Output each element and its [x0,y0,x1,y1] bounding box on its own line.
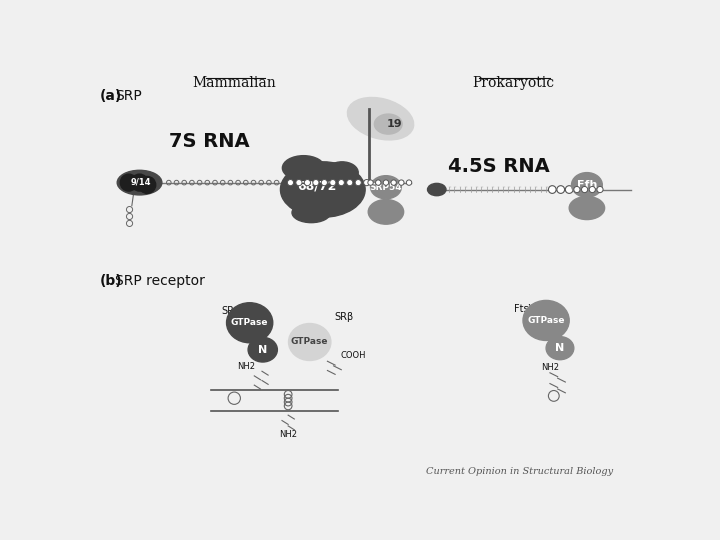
Text: N: N [258,345,267,355]
Text: Current Opinion in Structural Biology: Current Opinion in Structural Biology [426,467,613,476]
Ellipse shape [371,176,401,199]
Circle shape [391,180,396,185]
Ellipse shape [572,173,603,197]
Circle shape [305,179,310,186]
Text: GTPase: GTPase [231,318,269,327]
Text: N: N [555,343,564,353]
Ellipse shape [348,97,414,140]
Text: Mammalian: Mammalian [192,76,276,90]
Text: Prokaryotic: Prokaryotic [473,76,555,90]
Ellipse shape [227,303,273,343]
Text: FtsY: FtsY [514,304,534,314]
Circle shape [574,186,580,193]
Text: SRP54: SRP54 [369,183,402,192]
Text: GTPase: GTPase [291,338,328,347]
Circle shape [338,179,344,186]
Circle shape [597,186,603,193]
Circle shape [565,186,573,193]
Text: 9/14: 9/14 [131,177,151,186]
Circle shape [557,186,564,193]
Ellipse shape [546,336,574,360]
Circle shape [589,186,595,193]
Text: NH2: NH2 [237,362,255,371]
Ellipse shape [248,338,277,362]
Text: COOH: COOH [341,352,366,360]
Text: 7S RNA: 7S RNA [168,132,249,151]
Ellipse shape [281,162,365,217]
Circle shape [406,180,412,185]
Circle shape [355,179,361,186]
Text: Ffh: Ffh [577,180,597,190]
Circle shape [399,180,404,185]
Text: GTPase: GTPase [527,316,565,325]
Text: 4.5S RNA: 4.5S RNA [448,157,549,176]
Circle shape [383,180,389,185]
Circle shape [139,177,156,193]
Circle shape [364,179,370,186]
Ellipse shape [523,300,570,340]
Text: (a): (a) [99,90,122,104]
Ellipse shape [289,323,331,361]
Text: SRP receptor: SRP receptor [115,274,204,288]
Text: NH2: NH2 [279,430,297,439]
Circle shape [131,174,148,191]
Circle shape [582,186,588,193]
Circle shape [296,179,302,186]
Text: 68/72: 68/72 [297,179,336,192]
Ellipse shape [374,114,402,134]
Ellipse shape [570,197,605,220]
Circle shape [346,179,353,186]
Circle shape [549,186,556,193]
Text: SRβ: SRβ [334,312,354,322]
Ellipse shape [428,184,446,195]
Circle shape [330,179,336,186]
Circle shape [312,179,319,186]
Ellipse shape [292,202,330,222]
Circle shape [120,174,138,191]
Circle shape [368,180,373,185]
Text: NH2: NH2 [541,363,559,372]
Text: 19: 19 [387,119,402,129]
Ellipse shape [368,200,404,224]
Circle shape [321,179,328,186]
Text: SRP: SRP [115,90,142,104]
Ellipse shape [326,162,359,184]
Text: (b): (b) [99,274,122,288]
Circle shape [287,179,294,186]
Ellipse shape [117,170,162,195]
Ellipse shape [282,156,325,180]
Text: SRα: SRα [221,306,240,316]
Circle shape [376,180,381,185]
